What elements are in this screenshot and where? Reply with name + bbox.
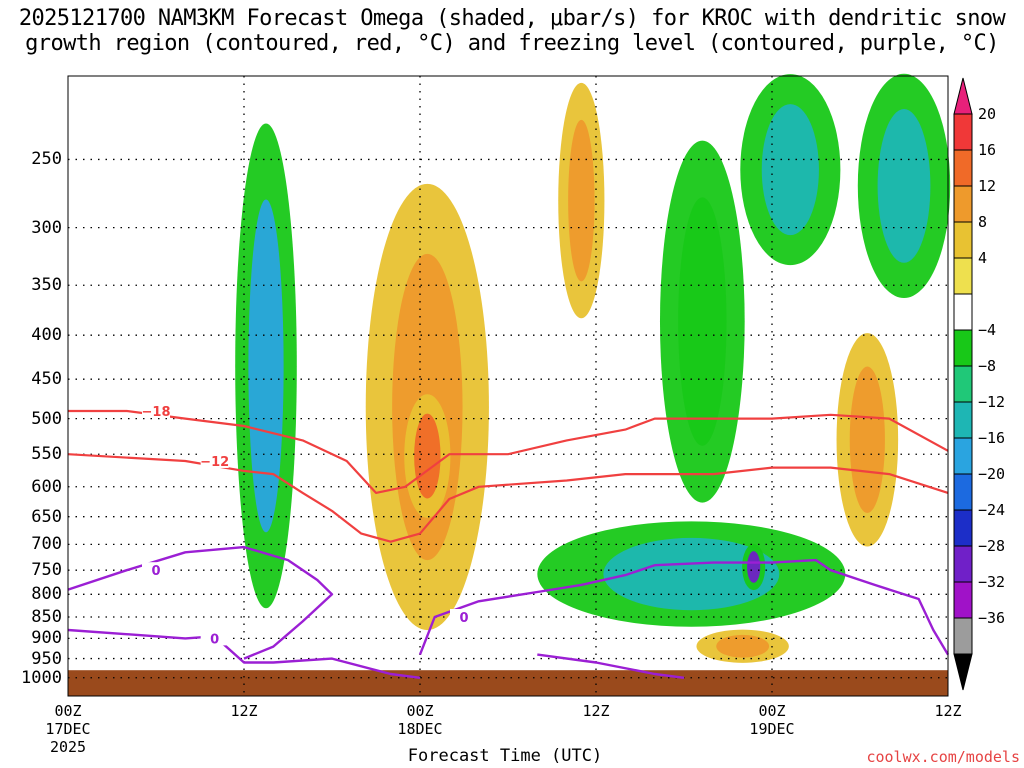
contour-label-2: 0 [151, 564, 160, 579]
contour-label-bg-1 [200, 452, 229, 468]
freezing-contour-4 [418, 558, 950, 656]
y-tick-label-900: 900 [31, 628, 62, 649]
dendritic-contour-0 [68, 409, 949, 494]
chart-title-line-1: 2025121700 NAM3KM Forecast Omega (shaded… [18, 6, 1006, 31]
x-tick-label-0: 00Z 17DEC 2025 [45, 702, 91, 756]
freezing-contour-3 [67, 628, 421, 679]
colorbar-label-12: −32 [978, 573, 1006, 591]
omega-feature-core-5 [761, 104, 819, 236]
y-tick-label-400: 400 [31, 325, 62, 346]
colorbar-label-9: −20 [978, 465, 1006, 483]
omega-feature-core-6 [877, 108, 931, 263]
y-tick-label-850: 850 [31, 606, 62, 627]
freezing-contour-5 [537, 653, 685, 679]
colorbar-swatch-4 [953, 221, 973, 259]
ground-layer [68, 670, 948, 696]
omega-feature-core-4 [678, 197, 727, 446]
y-tick-label-550: 550 [31, 444, 62, 465]
chart-title-line-2: growth region (contoured, red, °C) and f… [25, 31, 999, 56]
contour-label-bg-3 [200, 630, 229, 646]
y-tick-label-500: 500 [31, 408, 62, 429]
contour-label-1: −12 [200, 455, 229, 470]
x-tick-label-4: 00Z 19DEC [749, 702, 795, 738]
colorbar-swatch-12 [953, 509, 973, 547]
colorbar [953, 77, 973, 691]
colorbar-label-0: 20 [978, 105, 997, 123]
y-tick-label-300: 300 [31, 217, 62, 238]
colorbar-label-10: −24 [978, 501, 1006, 519]
colorbar-label-7: −12 [978, 393, 1006, 411]
y-tick-label-1000: 1000 [21, 667, 62, 688]
omega-feature-core-0 [248, 199, 284, 533]
contour-label-bg-2 [142, 562, 170, 578]
x-axis-label: Forecast Time (UTC) [407, 746, 603, 766]
contour-label-3: 0 [210, 632, 219, 647]
colorbar-label-5: −4 [978, 321, 997, 339]
y-tick-label-750: 750 [31, 560, 62, 581]
colorbar-swatch-11 [953, 473, 973, 511]
colorbar-swatch-5 [953, 257, 973, 295]
omega-shading [235, 73, 951, 663]
colorbar-swatch-8 [953, 365, 973, 403]
contour-label-bg-0 [142, 403, 170, 419]
colorbar-swatch-10 [953, 437, 973, 475]
omega-feature-core-7 [603, 537, 780, 611]
temperature-contours: −18 −12 0 0 0 [67, 403, 950, 679]
colorbar-swatch-14 [953, 581, 973, 619]
omega-feature-core-2 [414, 413, 441, 499]
colorbar-swatch-2 [953, 149, 973, 187]
colorbar-top-arrow [953, 77, 973, 115]
credit-link[interactable]: coolwx.com/models [866, 748, 1020, 766]
ground-fill [68, 670, 948, 696]
colorbar-swatch-7 [953, 329, 973, 367]
omega-feature-core-10 [716, 634, 770, 658]
x-tick-label-3: 12Z [582, 702, 610, 720]
omega-feature-core-9 [849, 366, 885, 514]
colorbar-bottom-arrow [953, 653, 973, 691]
colorbar-label-13: −36 [978, 609, 1006, 627]
y-tick-label-700: 700 [31, 534, 62, 555]
colorbar-label-6: −8 [978, 357, 997, 375]
y-tick-label-450: 450 [31, 369, 62, 390]
contour-label-bg-4 [450, 608, 478, 624]
y-tick-label-600: 600 [31, 476, 62, 497]
plot-frame [67, 75, 949, 697]
colorbar-label-8: −16 [978, 429, 1006, 447]
colorbar-label-3: 8 [978, 213, 988, 231]
colorbar-label-11: −28 [978, 537, 1006, 555]
colorbar-label-4: 4 [978, 249, 988, 267]
x-tick-label-5: 12Z [934, 702, 962, 720]
y-tick-label-950: 950 [31, 648, 62, 669]
x-tick-label-1: 12Z [230, 702, 258, 720]
y-tick-label-350: 350 [31, 275, 62, 296]
y-tick-label-250: 250 [31, 149, 62, 170]
colorbar-label-2: 12 [978, 177, 997, 195]
colorbar-swatch-13 [953, 545, 973, 583]
colorbar-swatch-9 [953, 401, 973, 439]
omega-feature-core-8 [747, 551, 761, 583]
colorbar-swatch-15 [953, 617, 973, 655]
y-tick-label-800: 800 [31, 584, 62, 605]
contour-label-0: −18 [142, 405, 171, 420]
colorbar-swatch-6 [953, 293, 973, 331]
freezing-contour-2 [67, 545, 334, 660]
y-tick-label-650: 650 [31, 506, 62, 527]
contour-label-4: 0 [459, 611, 468, 626]
colorbar-swatch-3 [953, 185, 973, 223]
x-tick-label-2: 00Z 18DEC [397, 702, 443, 738]
colorbar-swatch-1 [953, 113, 973, 151]
omega-feature-core-3 [568, 119, 595, 282]
colorbar-label-1: 16 [978, 141, 997, 159]
dendritic-contour-1 [67, 453, 949, 543]
